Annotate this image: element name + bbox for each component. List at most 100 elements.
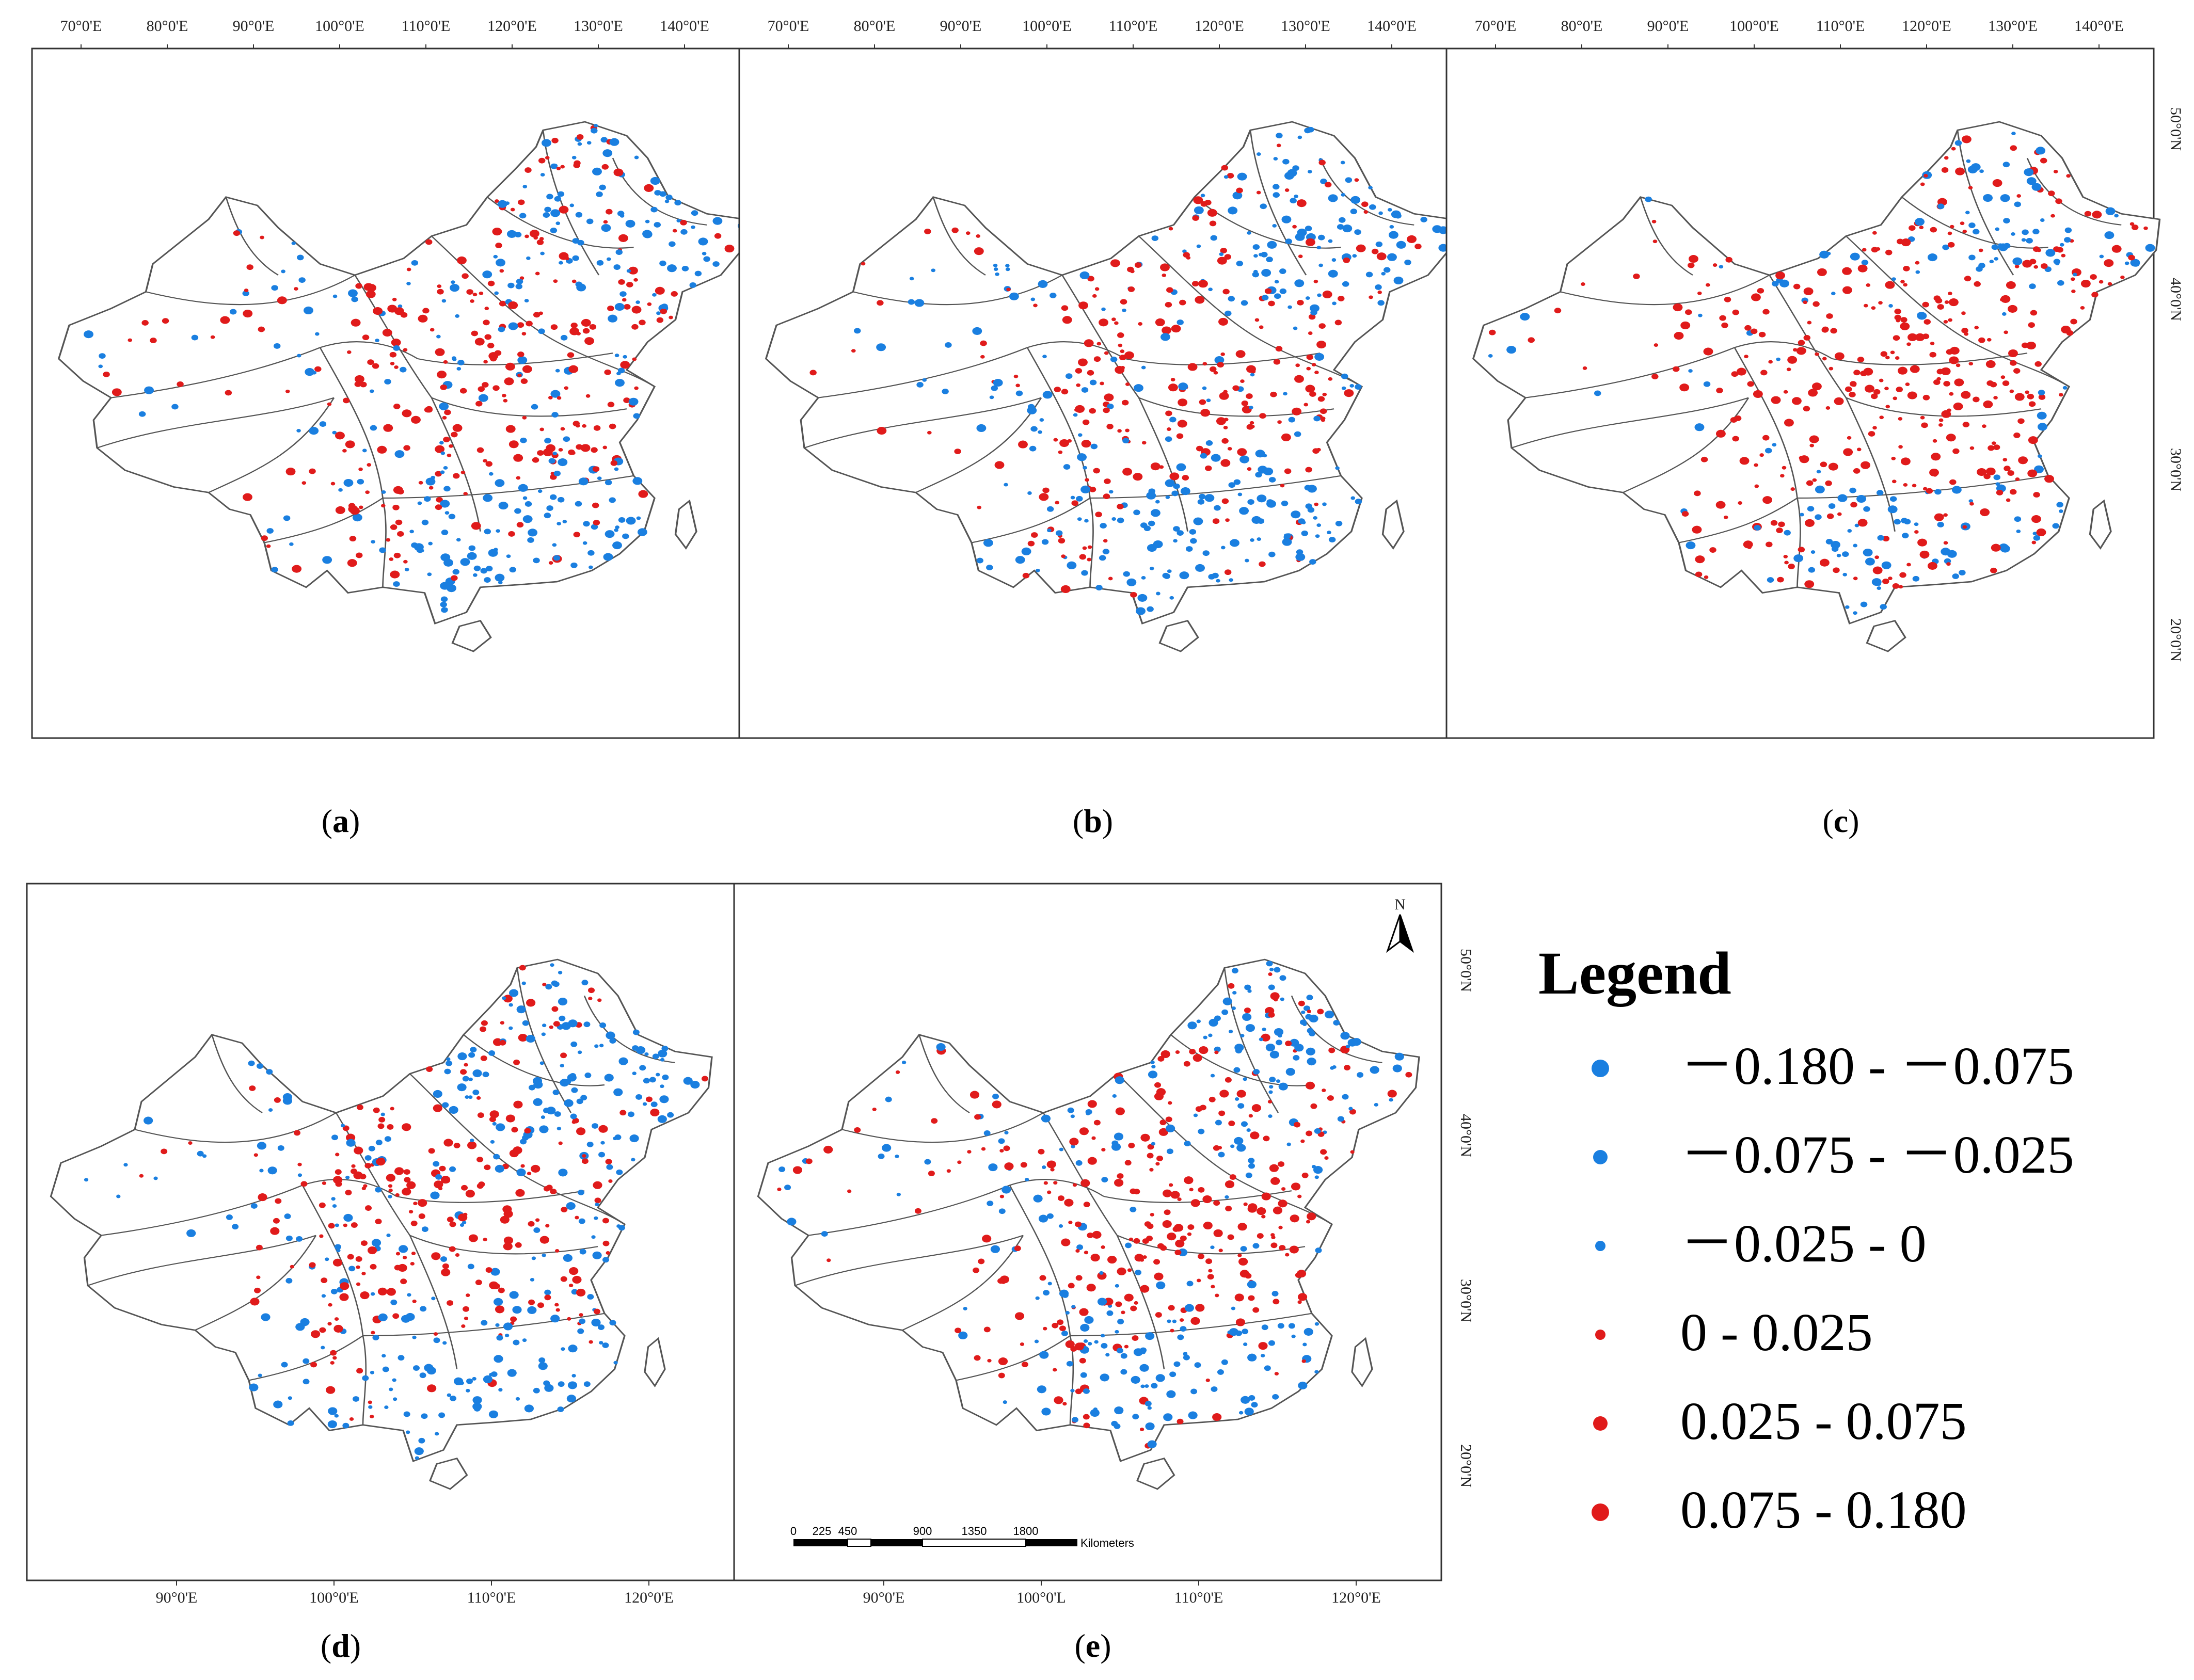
station-dot	[1654, 343, 1659, 347]
station-dot	[1943, 380, 1950, 387]
station-dot	[468, 1052, 475, 1058]
station-dot	[355, 377, 363, 383]
station-dot	[338, 488, 343, 492]
station-dot	[1294, 375, 1304, 383]
station-dot	[1375, 284, 1382, 290]
station-dot	[370, 1263, 377, 1270]
station-dot	[493, 254, 498, 259]
station-dot	[2041, 263, 2048, 269]
station-dot	[1320, 179, 1327, 184]
station-dot	[1993, 444, 2000, 451]
station-dot	[1203, 1035, 1207, 1039]
station-dot	[1215, 1293, 1219, 1298]
station-dot	[1102, 549, 1110, 555]
station-dot	[1799, 456, 1804, 460]
station-dot	[449, 444, 453, 448]
station-dot	[1160, 1245, 1167, 1251]
station-dot	[1933, 379, 1941, 385]
station-dot	[1288, 417, 1296, 423]
lon-tick-label: 70°0'E	[768, 18, 809, 35]
station-dot	[378, 1116, 386, 1123]
lat-tick-label: 20°0'N	[2167, 618, 2184, 662]
station-dot	[1140, 1285, 1150, 1293]
station-dot	[591, 127, 598, 134]
station-dot	[1784, 561, 1789, 565]
station-dot	[345, 1190, 352, 1195]
station-dot	[539, 1061, 544, 1065]
station-dot	[568, 365, 579, 373]
station-dot	[1306, 1047, 1315, 1055]
station-dot	[476, 1157, 484, 1163]
station-dot	[2011, 132, 2016, 136]
station-dot	[1292, 407, 1302, 415]
station-dot	[1387, 1090, 1397, 1098]
station-dot	[2080, 306, 2085, 310]
station-dot	[488, 1050, 496, 1056]
station-dot	[1772, 443, 1777, 447]
station-dot	[1035, 1296, 1040, 1300]
station-dot	[1779, 279, 1789, 287]
svg-text:N: N	[1394, 896, 1406, 913]
station-dot	[550, 1315, 560, 1323]
station-dot	[1061, 389, 1069, 395]
station-dot	[490, 1140, 495, 1144]
station-dot	[386, 538, 391, 542]
station-dot	[1038, 1214, 1048, 1223]
station-dot	[568, 1345, 578, 1353]
station-dot	[1279, 975, 1286, 981]
station-dot	[1952, 448, 1960, 454]
station-dot	[447, 453, 452, 457]
station-dot	[2129, 222, 2135, 226]
station-dot	[1853, 577, 1858, 581]
station-dot	[1871, 306, 1876, 310]
station-dot	[1039, 1275, 1046, 1281]
station-dot	[1872, 566, 1883, 574]
station-dot	[628, 397, 639, 406]
station-dot	[462, 273, 469, 279]
station-dot	[502, 1205, 512, 1213]
station-dot	[1079, 1127, 1089, 1135]
station-dot	[1870, 393, 1878, 399]
station-dot	[1225, 518, 1230, 522]
station-dot	[348, 289, 358, 297]
station-dot	[504, 377, 514, 386]
station-dot	[2055, 198, 2062, 204]
scale-unit: Kilometers	[1080, 1537, 1134, 1549]
station-dot	[550, 163, 558, 169]
station-dot	[2070, 277, 2075, 281]
station-dot	[439, 441, 444, 445]
station-dot	[1961, 328, 1968, 333]
station-dot	[895, 1070, 900, 1074]
scale-tick-label: 450	[838, 1525, 857, 1538]
station-dot	[1176, 433, 1184, 439]
station-dot	[1182, 475, 1189, 481]
station-dot	[1303, 403, 1309, 407]
station-dot	[476, 1183, 484, 1189]
station-dot	[1381, 271, 1386, 276]
station-dot	[1805, 519, 1815, 527]
station-dot	[284, 1213, 291, 1219]
station-dot	[1313, 279, 1318, 283]
station-dot	[392, 1397, 398, 1401]
lon-tick-label: 100°0'E	[1022, 18, 1072, 35]
station-dot	[1180, 487, 1190, 495]
station-dot	[566, 1395, 577, 1403]
station-dot	[1254, 318, 1260, 322]
station-dot	[558, 1141, 563, 1145]
lon-tick-label: 110°0'E	[402, 18, 451, 35]
station-dot	[1277, 1323, 1284, 1329]
station-dot	[1182, 249, 1187, 253]
station-dot	[1387, 253, 1397, 261]
station-dot	[2040, 157, 2047, 164]
station-dot	[554, 196, 562, 202]
station-dot	[1219, 252, 1224, 256]
station-dot	[1144, 1401, 1152, 1406]
station-dot	[1704, 575, 1709, 579]
station-dot	[339, 1293, 349, 1301]
label-a: (a)	[322, 803, 360, 839]
station-dot	[1885, 249, 1893, 255]
station-dot	[1057, 1195, 1064, 1201]
station-dot	[266, 544, 271, 548]
station-dot	[642, 230, 653, 238]
lon-tick-label: 110°0'E	[467, 1589, 516, 1606]
